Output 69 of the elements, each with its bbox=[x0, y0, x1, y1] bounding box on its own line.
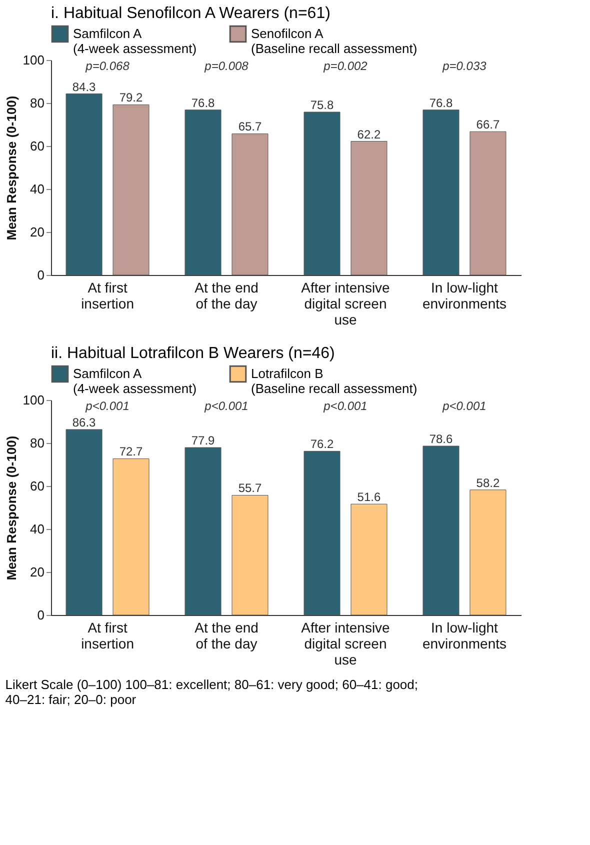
data-label: 79.2 bbox=[119, 90, 144, 105]
data-label: 58.2 bbox=[476, 476, 500, 490]
data-label: 76.8 bbox=[429, 96, 453, 110]
x-tick-label: At first insertion bbox=[81, 280, 134, 312]
legend-label: Samfilcon A (4-week assessment) bbox=[73, 366, 197, 396]
x-tick-label: At first insertion bbox=[81, 620, 134, 652]
data-label: 65.7 bbox=[238, 120, 262, 134]
y-tick-label: 100 bbox=[22, 52, 44, 68]
x-tick-label: After intensive digital screen use bbox=[301, 280, 390, 328]
bar bbox=[304, 450, 340, 616]
x-tick-label: After intensive digital screen use bbox=[301, 620, 390, 668]
x-tick-label: In low-light environments bbox=[422, 620, 507, 652]
bar bbox=[112, 104, 150, 276]
data-label: 51.6 bbox=[357, 490, 381, 504]
legend-label: Senofilcon A (Baseline recall assessment) bbox=[251, 26, 418, 56]
data-label: 55.7 bbox=[238, 481, 262, 496]
y-tick-label: 0 bbox=[37, 268, 44, 282]
data-label: 76.8 bbox=[191, 96, 216, 110]
annotation: p<0.001 bbox=[84, 399, 130, 413]
bar bbox=[184, 110, 222, 276]
legend-label: Samfilcon A (4-week assessment) bbox=[73, 26, 197, 56]
bar bbox=[232, 494, 268, 616]
y-tick-label: 60 bbox=[30, 478, 44, 494]
annotation: p=0.068 bbox=[84, 59, 130, 73]
bar bbox=[422, 446, 460, 616]
data-label: 76.2 bbox=[310, 437, 334, 452]
x-tick-label: In low-light environments bbox=[422, 280, 507, 312]
bar bbox=[232, 133, 268, 276]
annotation: p=0.008 bbox=[204, 59, 249, 73]
text: Likert Scale (0–100) 100–81: excellent; 80–61: very good; 60–41: good; 40–21: fair; 20–0: poor bbox=[5, 677, 418, 707]
annotation: p<0.001 bbox=[204, 399, 248, 413]
annotation: p<0.001 bbox=[322, 399, 368, 413]
y-tick-label: 40 bbox=[30, 182, 44, 196]
y-tick-label: 100 bbox=[22, 392, 44, 408]
y-tick-label: 20 bbox=[30, 564, 44, 580]
y-axis-title: Mean Response (0-100) bbox=[4, 96, 19, 240]
data-label: 77.9 bbox=[191, 434, 216, 448]
data-label: 72.7 bbox=[119, 444, 144, 459]
data-label: 75.8 bbox=[310, 98, 334, 112]
bar bbox=[422, 110, 460, 276]
bar bbox=[470, 490, 506, 616]
bar bbox=[112, 458, 150, 616]
chart-title: ii. Habitual Lotrafilcon B Wearers (n=46) bbox=[51, 345, 335, 362]
chart-title: i. Habitual Senofilcon A Wearers (n=61) bbox=[51, 5, 330, 22]
bar bbox=[184, 447, 222, 616]
annotation: p=0.002 bbox=[322, 59, 368, 73]
y-tick-label: 0 bbox=[37, 608, 44, 622]
y-tick-label: 20 bbox=[30, 224, 44, 240]
data-label: 78.6 bbox=[429, 432, 453, 446]
y-tick-label: 80 bbox=[30, 436, 44, 450]
bar bbox=[350, 141, 388, 276]
annotation: p<0.001 bbox=[442, 399, 486, 413]
bar bbox=[66, 429, 102, 616]
bar bbox=[66, 94, 102, 276]
y-tick-label: 60 bbox=[30, 138, 44, 154]
x-tick-label: At the end of the day bbox=[194, 280, 258, 312]
y-axis-title: Mean Response (0-100) bbox=[4, 436, 19, 580]
y-tick-label: 40 bbox=[30, 522, 44, 536]
data-label: 66.7 bbox=[476, 118, 500, 132]
data-label: 62.2 bbox=[357, 127, 381, 142]
bar bbox=[470, 131, 506, 276]
data-label: 86.3 bbox=[72, 415, 96, 430]
data-label: 84.3 bbox=[72, 80, 96, 94]
legend-label: Lotrafilcon B (Baseline recall assessment) bbox=[251, 366, 418, 396]
x-tick-label: At the end of the day bbox=[194, 620, 258, 652]
annotation: p=0.033 bbox=[442, 59, 487, 73]
bar bbox=[304, 112, 340, 276]
bar bbox=[350, 504, 388, 616]
y-tick-label: 80 bbox=[30, 96, 44, 110]
